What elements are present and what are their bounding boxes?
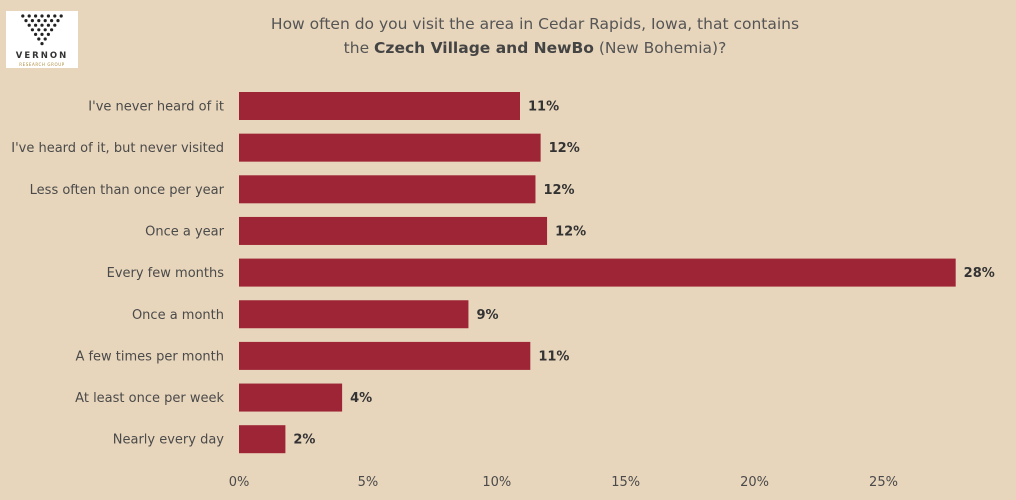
- bar: [239, 92, 521, 120]
- logo-dot: [43, 19, 47, 23]
- logo-dot: [37, 37, 41, 41]
- logo-dot: [34, 32, 38, 36]
- chart-title-line2: the Czech Village and NewBo (New Bohemia…: [180, 36, 890, 60]
- category-label: Once a month: [132, 308, 224, 323]
- logo-dot: [59, 14, 63, 18]
- category-label: A few times per month: [75, 349, 224, 364]
- bar: [239, 425, 286, 454]
- x-tick-label: 25%: [869, 475, 898, 490]
- logo-dot: [53, 14, 57, 18]
- logo-dot: [50, 19, 54, 23]
- category-label: Every few months: [107, 266, 225, 281]
- chart-title-line1: How often do you visit the area in Cedar…: [270, 15, 800, 33]
- bar: [239, 133, 541, 162]
- logo-dot: [34, 23, 38, 27]
- chart-title-bold: Czech Village and NewBo: [374, 39, 594, 57]
- logo-dot: [43, 28, 47, 32]
- logo-dot: [27, 14, 31, 18]
- logo-dot: [30, 28, 34, 32]
- logo-dot: [34, 14, 38, 18]
- logo-triangle-icon: [21, 14, 63, 46]
- logo-dot: [53, 23, 57, 27]
- logo-dot: [27, 23, 31, 27]
- logo-dot: [40, 23, 44, 27]
- x-tick-label: 15%: [611, 475, 640, 490]
- bar: [239, 258, 956, 287]
- logo-dot: [46, 14, 51, 18]
- bar: [239, 216, 548, 245]
- chart-title-suffix: (New Bohemia)?: [593, 39, 727, 57]
- logo-dot: [56, 19, 60, 23]
- data-label: 12%: [555, 224, 586, 239]
- x-tick-label: 20%: [740, 475, 769, 490]
- category-label: Less often than once per year: [30, 183, 225, 198]
- category-label: I've never heard of it: [88, 100, 224, 115]
- bar: [239, 175, 536, 204]
- data-label: 9%: [476, 308, 498, 323]
- data-label: 11%: [528, 100, 559, 115]
- logo-dot: [50, 28, 54, 32]
- category-label: I've heard of it, but never visited: [11, 141, 224, 156]
- data-label: 12%: [549, 141, 580, 156]
- logo-dot: [24, 19, 28, 23]
- x-tick-label: 0%: [229, 475, 250, 490]
- logo-dot: [21, 14, 25, 18]
- logo-subtitle: RESEARCH GROUP: [19, 62, 65, 67]
- logo-name: VERNON: [15, 51, 69, 61]
- chart-title-prefix: the: [343, 39, 375, 57]
- logo-dot: [40, 14, 44, 18]
- data-label: 12%: [543, 183, 574, 198]
- category-label: Once a year: [145, 224, 225, 239]
- data-label: 2%: [293, 433, 315, 448]
- logo-dot: [30, 19, 34, 23]
- logo-dot: [37, 19, 41, 23]
- chart-title: How often do you visit the area in Cedar…: [180, 12, 890, 60]
- logo-dot: [40, 42, 44, 46]
- data-label: 11%: [538, 349, 569, 364]
- data-label: 28%: [964, 266, 995, 281]
- bar: [239, 300, 469, 329]
- x-tick-label: 5%: [358, 475, 379, 490]
- logo-dot: [46, 23, 51, 27]
- x-tick-label: 10%: [482, 475, 511, 490]
- bar: [239, 383, 343, 412]
- category-label: Nearly every day: [113, 433, 225, 448]
- logo-dot: [40, 32, 44, 36]
- logo-dot: [46, 32, 51, 36]
- bar: [239, 341, 531, 370]
- category-label: At least once per week: [75, 391, 224, 406]
- logo: VERNON RESEARCH GROUP: [6, 11, 78, 68]
- logo-dot: [43, 37, 47, 41]
- logo-dot: [37, 28, 41, 32]
- data-label: 4%: [350, 391, 372, 406]
